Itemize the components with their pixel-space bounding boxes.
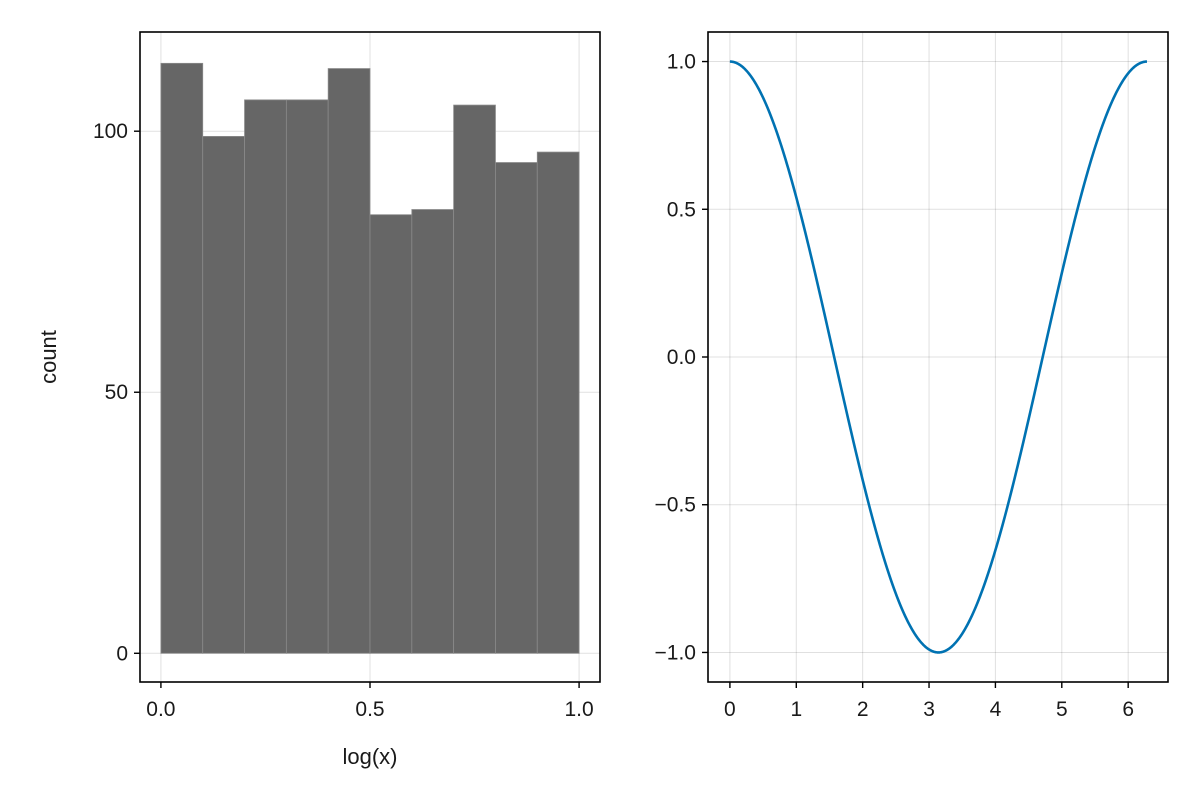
histogram-y-tick-label-1: 50 (105, 381, 128, 404)
line-x-tick-label-2: 2 (857, 698, 869, 721)
line-x-tick-label-1: 1 (790, 698, 802, 721)
line-x-tick-label-6: 6 (1122, 698, 1134, 721)
histogram-ticks: 0.0 0.5 1.0 0 50 100 (93, 120, 594, 721)
histogram-bar-4 (327, 68, 371, 654)
line-y-tick-label-2: 0.0 (667, 346, 696, 369)
line-panel: 0 1 2 3 4 5 6 −1.0 −0.5 0.0 0.5 1.0 (655, 31, 1169, 721)
line-y-tick-label-1: −0.5 (655, 494, 696, 517)
histogram-bar-3 (285, 99, 329, 654)
histogram-bar-7 (453, 104, 496, 654)
histogram-bar-2 (244, 99, 287, 654)
line-y-tick-label-4: 1.0 (667, 51, 696, 74)
histogram-bar-9 (536, 151, 580, 654)
histogram-panel: 0.0 0.5 1.0 0 50 100 log(x) count (36, 31, 601, 769)
line-x-tick-label-3: 3 (923, 698, 935, 721)
line-x-tick-label-4: 4 (990, 698, 1002, 721)
histogram-bars (160, 62, 580, 654)
histogram-x-axis-label: log(x) (342, 744, 397, 769)
cosine-line (729, 60, 1148, 654)
histogram-y-tick-label-2: 100 (93, 120, 128, 143)
line-y-tick-label-0: −1.0 (655, 641, 696, 664)
histogram-y-axis-label: count (36, 330, 61, 384)
histogram-bar-5 (369, 214, 413, 654)
histogram-bar-0 (160, 62, 204, 654)
line-y-tick-label-3: 0.5 (667, 198, 696, 221)
histogram-y-tick-label-0: 0 (116, 642, 128, 665)
histogram-x-tick-label-0: 0.0 (146, 698, 175, 721)
line-x-tick-label-0: 0 (724, 698, 736, 721)
histogram-bar-1 (202, 136, 245, 654)
histogram-bar-8 (495, 162, 538, 654)
line-grid (708, 32, 1168, 682)
histogram-x-tick-label-2: 1.0 (564, 698, 593, 721)
line-x-tick-label-5: 5 (1056, 698, 1068, 721)
histogram-bar-6 (411, 209, 455, 654)
line-ticks: 0 1 2 3 4 5 6 −1.0 −0.5 0.0 0.5 1.0 (655, 51, 1134, 721)
histogram-x-tick-label-1: 0.5 (355, 698, 384, 721)
